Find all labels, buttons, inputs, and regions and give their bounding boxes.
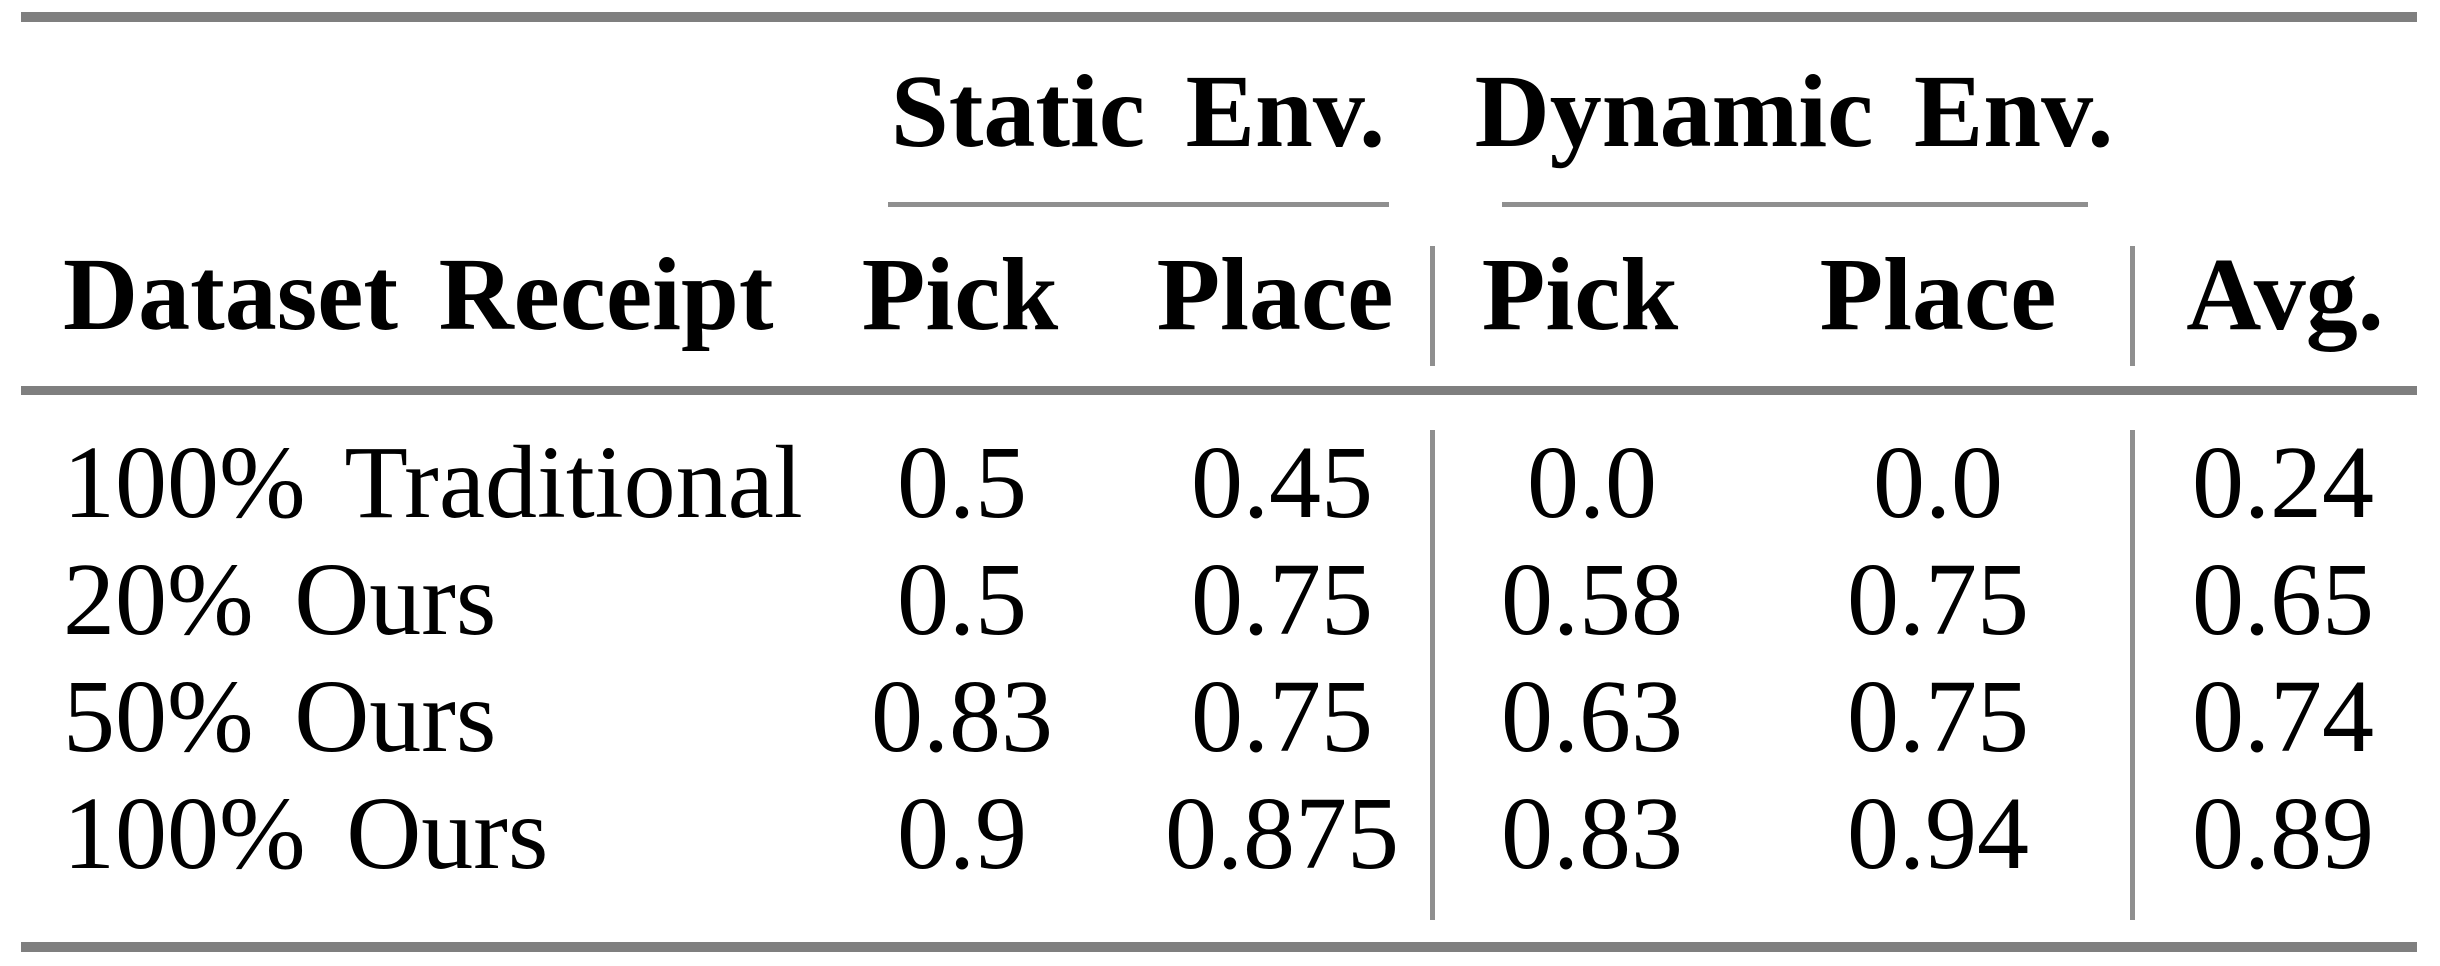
- cell-dynamic-place: 0.94: [1847, 776, 2029, 891]
- cell-static-place: 0.75: [1191, 542, 1373, 657]
- column-header-dynamic-place: Place: [1819, 237, 2057, 352]
- cell-static-place: 0.75: [1191, 659, 1373, 774]
- dynamic-env-cmidrule: [1502, 202, 2088, 207]
- cell-dynamic-place: 0.0: [1873, 425, 2003, 540]
- cell-static-pick: 0.9: [897, 776, 1027, 891]
- vertical-rule-dynamic-header: [1430, 246, 1435, 366]
- row-label: 50% Ours: [63, 659, 497, 774]
- vertical-rule-avg-body: [2130, 430, 2135, 920]
- cell-dynamic-pick: 0.0: [1527, 425, 1657, 540]
- cell-static-place: 0.45: [1191, 425, 1373, 540]
- cell-avg: 0.65: [2192, 542, 2374, 657]
- cell-avg: 0.89: [2192, 776, 2374, 891]
- cell-static-pick: 0.83: [871, 659, 1053, 774]
- cell-dynamic-pick: 0.58: [1501, 542, 1683, 657]
- group-header-static-env: Static Env.: [890, 54, 1386, 169]
- group-header-dynamic-env: Dynamic Env.: [1474, 54, 2114, 169]
- cell-avg: 0.74: [2192, 659, 2374, 774]
- cell-avg: 0.24: [2192, 425, 2374, 540]
- row-label: 100% Ours: [63, 776, 549, 891]
- column-header-static-place: Place: [1156, 237, 1394, 352]
- row-label: 100% Traditional: [63, 425, 803, 540]
- cell-dynamic-place: 0.75: [1847, 659, 2029, 774]
- column-header-dataset-receipt: Dataset Receipt: [63, 237, 774, 352]
- cell-static-pick: 0.5: [897, 425, 1027, 540]
- column-header-static-pick: Pick: [861, 237, 1059, 352]
- cell-static-pick: 0.5: [897, 542, 1027, 657]
- vertical-rule-dynamic-body: [1430, 430, 1435, 920]
- column-header-avg: Avg.: [2186, 237, 2384, 352]
- table-top-rule: [21, 12, 2417, 22]
- table-bottom-rule: [21, 942, 2417, 952]
- cell-dynamic-pick: 0.83: [1501, 776, 1683, 891]
- cell-static-place: 0.875: [1165, 776, 1399, 891]
- row-label: 20% Ours: [63, 542, 497, 657]
- column-header-dynamic-pick: Pick: [1481, 237, 1679, 352]
- static-env-cmidrule: [888, 202, 1389, 207]
- table-header-rule: [21, 386, 2417, 395]
- vertical-rule-avg-header: [2130, 246, 2135, 366]
- cell-dynamic-pick: 0.63: [1501, 659, 1683, 774]
- cell-dynamic-place: 0.75: [1847, 542, 2029, 657]
